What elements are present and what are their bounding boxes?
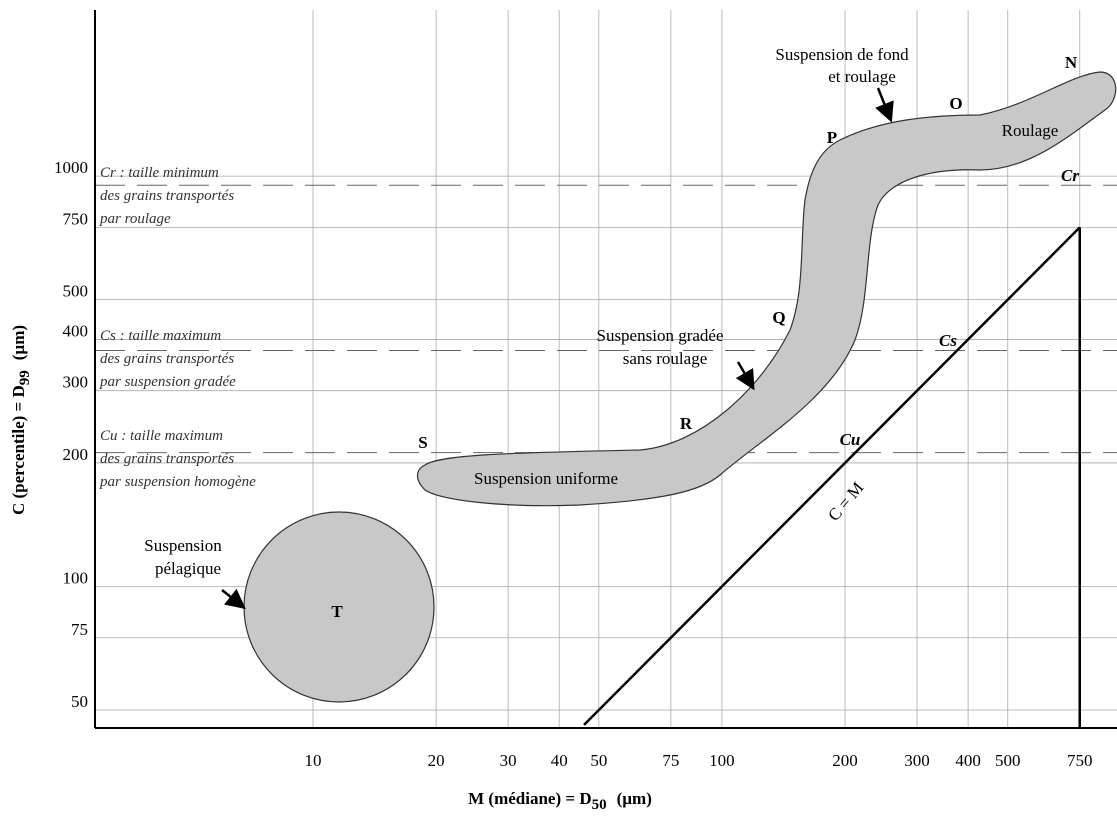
point-label: T — [331, 602, 343, 621]
x-tick-label: 50 — [590, 751, 607, 770]
transport-zone — [416, 71, 1117, 507]
axis-title: M (médiane) = D50 (µm) — [468, 789, 652, 813]
annotation: Suspension gradée — [596, 326, 723, 345]
annotation: Roulage — [1002, 121, 1059, 140]
x-tick-label: 75 — [662, 751, 679, 770]
note: des grains transportés — [100, 351, 234, 367]
note: Cs : taille maximum — [100, 328, 221, 344]
x-tick-label: 20 — [428, 751, 445, 770]
annotation: Suspension uniforme — [474, 469, 618, 488]
note: des grains transportés — [100, 451, 234, 467]
axis-title-part: C (percentile) = D — [9, 385, 28, 515]
point-label: N — [1065, 53, 1078, 72]
y-tick-label: 500 — [63, 282, 89, 301]
note: par suspension gradée — [99, 374, 236, 390]
point-label: Q — [772, 308, 785, 327]
axis-title-part: 99 — [17, 370, 33, 385]
x-tick-label: 200 — [832, 751, 858, 770]
y-tick-label: 50 — [71, 692, 88, 711]
arrow — [221, 588, 246, 610]
point-label: S — [418, 433, 427, 452]
x-tick-label: 750 — [1067, 751, 1093, 770]
x-tick-label: 400 — [955, 751, 981, 770]
note: Cu : taille maximum — [100, 428, 223, 444]
y-tick-label: 1000 — [54, 158, 88, 177]
axis-title-part: (µm) — [9, 325, 28, 360]
note: des grains transportés — [100, 188, 234, 204]
annotation: Suspension de fond — [775, 45, 909, 64]
y-tick-label: 100 — [63, 568, 89, 587]
annotation: pélagique — [155, 559, 221, 578]
axis-title-part: (µm) — [617, 789, 652, 808]
note: Cr : taille minimum — [100, 165, 219, 181]
x-tick-label: 30 — [500, 751, 517, 770]
annotation: et roulage — [828, 67, 896, 86]
x-tick-label: 10 — [305, 751, 322, 770]
y-tick-label: 75 — [71, 620, 88, 639]
x-tick-label: 100 — [709, 751, 735, 770]
arrow — [875, 87, 894, 123]
point-label: O — [949, 94, 962, 113]
x-tick-label: 500 — [995, 751, 1021, 770]
arrow — [735, 361, 755, 391]
series-label: C = M — [824, 478, 867, 524]
axis-title: C (percentile) = D99 (µm) — [9, 325, 33, 515]
x-tick-label: 40 — [551, 751, 568, 770]
annotation: sans roulage — [623, 349, 708, 368]
x-tick-label: 300 — [904, 751, 930, 770]
note: par suspension homogène — [99, 474, 256, 490]
reference-label: Cs — [939, 331, 957, 350]
annotation: Suspension — [144, 536, 222, 555]
y-tick-label: 750 — [63, 209, 89, 228]
note: par roulage — [99, 211, 171, 227]
axis-title-part: M (médiane) = D — [468, 789, 591, 808]
reference-label: Cu — [840, 430, 861, 449]
point-label: R — [680, 414, 693, 433]
point-label: P — [827, 128, 837, 147]
y-tick-label: 400 — [63, 321, 89, 340]
reference-label: Cr — [1061, 166, 1079, 185]
y-tick-label: 200 — [63, 445, 89, 464]
axis-title-part: 50 — [592, 797, 607, 813]
line — [583, 226, 1081, 726]
y-tick-label: 300 — [63, 373, 89, 392]
